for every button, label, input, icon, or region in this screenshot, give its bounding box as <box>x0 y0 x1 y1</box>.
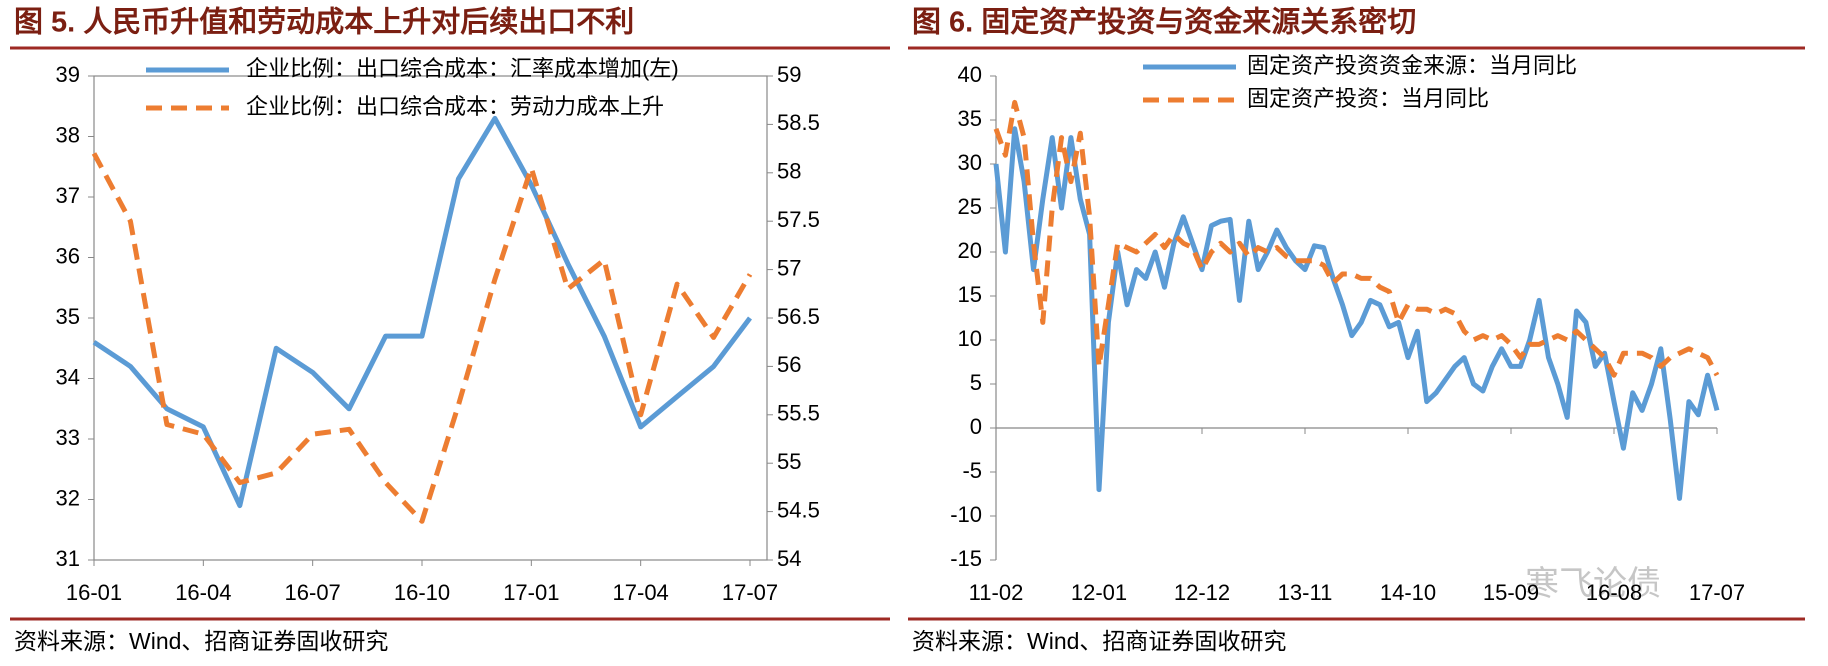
x-tick-label: 17-04 <box>613 580 669 605</box>
y-tick-label: 32 <box>56 485 80 510</box>
y-tick-label: 36 <box>56 243 80 268</box>
y2-tick-label: 55 <box>777 449 801 474</box>
y-tick-label: 39 <box>56 62 80 87</box>
x-tick-label: 13-11 <box>1278 580 1333 605</box>
y-tick-label: -15 <box>950 546 982 571</box>
y2-tick-label: 56.5 <box>777 304 820 329</box>
y-tick-label: 0 <box>970 414 982 439</box>
source-note: 资料来源：Wind、招商证券固收研究 <box>912 628 1286 654</box>
x-tick-label: 16-10 <box>394 580 450 605</box>
series-line <box>92 115 752 509</box>
legend-label: 企业比例：出口综合成本：汇率成本增加(左) <box>246 56 679 81</box>
legend-label: 固定资产投资：当月同比 <box>1247 86 1489 111</box>
source-note: 资料来源：Wind、招商证券固收研究 <box>14 628 388 654</box>
x-tick-label: 14-10 <box>1380 580 1436 605</box>
y2-tick-label: 59 <box>777 62 801 87</box>
x-tick-label: 16-04 <box>175 580 231 605</box>
y-tick-label: 25 <box>958 194 982 219</box>
y-tick-label: 20 <box>958 238 982 263</box>
y2-tick-label: 58 <box>777 159 801 184</box>
y-tick-label: 10 <box>958 326 982 351</box>
y-tick-label: 33 <box>56 425 80 450</box>
x-tick-label: 16-07 <box>285 580 341 605</box>
y2-tick-label: 54 <box>777 546 801 571</box>
x-tick-label: 16-01 <box>66 580 122 605</box>
series-line <box>993 126 1720 501</box>
y-tick-label: 38 <box>56 122 80 147</box>
series-line <box>993 99 1720 378</box>
y-tick-label: 5 <box>970 370 982 395</box>
y-tick-label: 31 <box>56 546 80 571</box>
chart-title: 图 6. 固定资产投资与资金来源关系密切 <box>912 5 1416 39</box>
x-tick-label: 16-08 <box>1586 580 1642 605</box>
series-line <box>91 152 753 524</box>
x-tick-label: 12-12 <box>1174 580 1230 605</box>
chart-title: 图 5. 人民币升值和劳动成本上升对后续出口不利 <box>14 6 634 39</box>
x-tick-label: 17-01 <box>503 580 559 605</box>
y-tick-label: 35 <box>56 304 80 329</box>
x-tick-label: 11-02 <box>969 580 1024 605</box>
y2-tick-label: 54.5 <box>777 497 820 522</box>
y-tick-label: 40 <box>958 62 982 87</box>
y-tick-label: -10 <box>950 502 982 527</box>
y2-tick-label: 55.5 <box>777 401 820 426</box>
y2-tick-label: 58.5 <box>777 110 820 135</box>
y-tick-label: 34 <box>56 364 80 389</box>
x-tick-label: 15-09 <box>1483 580 1539 605</box>
y-tick-label: 30 <box>958 150 982 175</box>
y-tick-label: -5 <box>962 458 982 483</box>
legend-label: 固定资产投资资金来源：当月同比 <box>1247 53 1577 78</box>
legend-label: 企业比例：出口综合成本：劳动力成本上升 <box>246 94 664 119</box>
y-tick-label: 35 <box>958 106 982 131</box>
watermark: 寒飞论债 <box>1525 565 1661 603</box>
y2-tick-label: 57.5 <box>777 207 820 232</box>
x-tick-label: 17-07 <box>722 580 778 605</box>
y-tick-label: 37 <box>56 183 80 208</box>
y2-tick-label: 57 <box>777 255 801 280</box>
y-tick-label: 15 <box>958 282 982 307</box>
y2-tick-label: 56 <box>777 352 801 377</box>
x-tick-label: 17-07 <box>1689 580 1745 605</box>
x-tick-label: 12-01 <box>1071 580 1127 605</box>
